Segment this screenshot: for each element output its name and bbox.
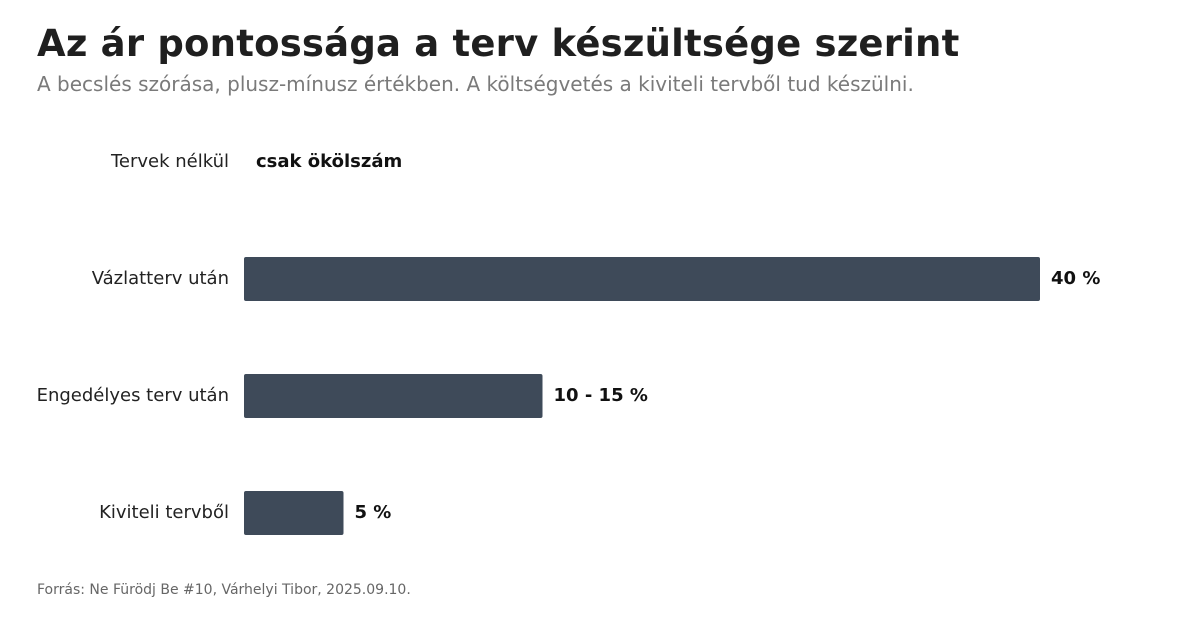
value-label: 40 % (1051, 268, 1100, 289)
bar (244, 257, 1040, 301)
value-label: 5 % (355, 502, 392, 523)
category-label: Tervek nélkül (110, 151, 229, 172)
chart-subtitle: A becslés szórása, plusz-mínusz értékben… (37, 72, 914, 96)
category-label: Kiviteli tervből (99, 502, 229, 523)
value-label: csak ökölszám (256, 151, 402, 172)
bar-chart: Tervek nélkül csak ökölszám Vázlatterv utá… (37, 151, 1100, 535)
bar (244, 491, 344, 535)
category-label: Engedélyes terv után (37, 385, 229, 406)
bar (244, 374, 543, 418)
source-note: Forrás: Ne Fürödj Be #10, Várhelyi Tibor… (37, 582, 411, 598)
value-label: 10 - 15 % (554, 385, 648, 406)
category-label: Vázlatterv után (92, 268, 229, 289)
chart-title: Az ár pontossága a terv készültsége szer… (37, 22, 960, 65)
